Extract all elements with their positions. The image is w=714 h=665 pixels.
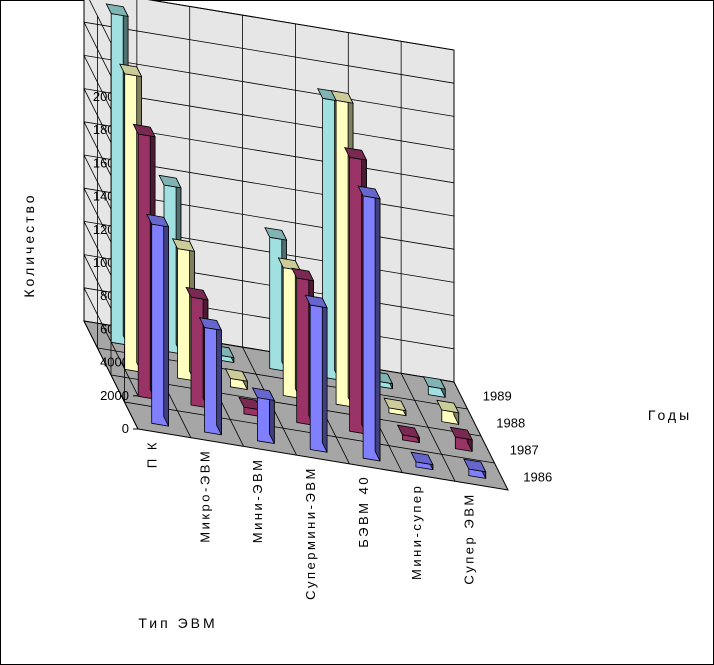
bar-1987-6: [396, 424, 421, 444]
bar-top: [171, 238, 196, 252]
bar-top: [383, 397, 407, 412]
series-label: 1986: [523, 470, 552, 485]
bar-top: [396, 424, 421, 439]
bar-top: [291, 267, 315, 282]
bar-top: [185, 286, 209, 301]
bar-side: [321, 297, 328, 453]
bar-1988-7: [436, 399, 460, 425]
category-label: Мини-ЭВМ: [250, 458, 265, 544]
y-tick-label: 0: [122, 421, 129, 436]
bar-top: [463, 458, 487, 473]
bar-top: [264, 227, 288, 241]
y-axis-title: Количество: [21, 192, 37, 297]
bar-top: [146, 213, 170, 228]
bar-top: [251, 387, 276, 401]
bar-1986-7: [463, 458, 487, 479]
x-axis-labels: П К Микро-ЭВМ Мини-ЭВМ Супермини-ЭВМ БЭВМ 40…: [145, 440, 477, 600]
floor-grid: [124, 401, 495, 464]
bar-1986-6: [410, 451, 434, 471]
bar-1988-6: [383, 397, 407, 417]
x-axis-title: Тип ЭВМ: [138, 615, 217, 631]
bar-top: [304, 294, 328, 309]
series-label: 1987: [510, 443, 539, 458]
category-label: Супермини-ЭВМ: [303, 466, 318, 600]
depth-axis-title: Годы: [648, 407, 692, 423]
category-label: П К: [145, 440, 160, 468]
bar-1989-7: [422, 376, 446, 398]
bar-side: [374, 188, 381, 462]
bar-top: [343, 147, 368, 161]
category-label: Супер ЭВМ: [462, 492, 477, 584]
bar-top: [198, 317, 223, 331]
bar-1986-2: [198, 317, 223, 436]
bar-top: [238, 396, 262, 411]
y-tick-label: 4000: [100, 355, 129, 370]
bar-top: [132, 123, 156, 138]
bar-top: [436, 399, 460, 414]
bar-1986-3: [251, 387, 276, 444]
bar-top: [357, 185, 381, 200]
category-label: БЭВМ 40: [356, 475, 371, 548]
category-label: Мини-супер: [409, 484, 424, 580]
bar-1986-5: [357, 185, 381, 462]
bar-top: [224, 368, 249, 382]
bar-top: [422, 376, 446, 390]
depth-axis-labels: 1986 1987 1988 1989: [483, 389, 552, 485]
bar-side: [216, 320, 222, 435]
bar-top: [449, 426, 473, 441]
bar-1986-4: [304, 294, 328, 453]
series-label: 1989: [483, 389, 512, 404]
bar-top: [158, 174, 182, 189]
bar-1988-3: [224, 368, 249, 390]
bar-1987-7: [449, 426, 473, 452]
category-label: Микро-ЭВМ: [197, 449, 212, 543]
bar-top: [330, 90, 354, 104]
floor-grid: [110, 374, 482, 437]
y-tick-label: 2000: [100, 388, 129, 403]
bar-1986-1: [146, 213, 170, 427]
bar-top: [119, 63, 143, 78]
bar-side: [163, 217, 170, 427]
bar-top: [105, 3, 129, 17]
series-label: 1988: [496, 416, 525, 431]
bar-top: [410, 451, 434, 466]
